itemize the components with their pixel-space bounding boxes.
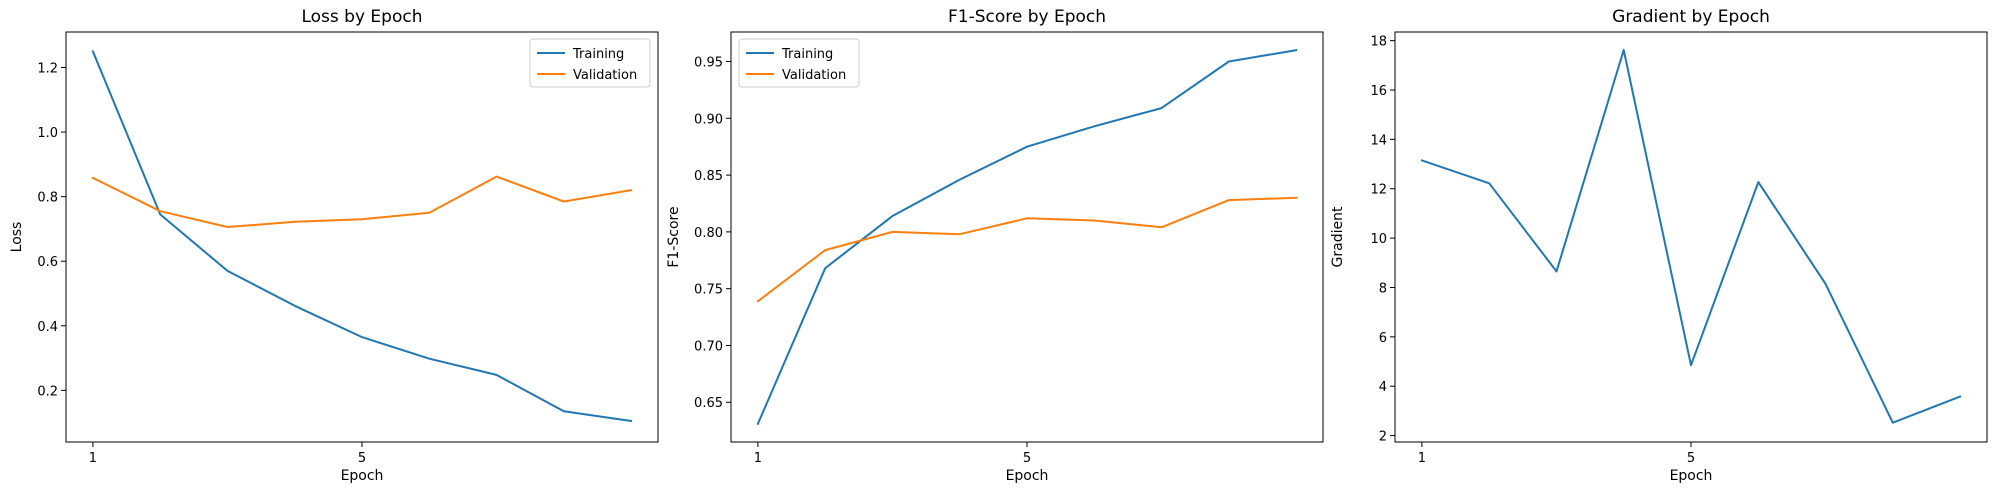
- y-tick-label: 0.70: [694, 339, 723, 354]
- y-tick-label: 0.6: [37, 255, 58, 270]
- y-tick-label: 1.0: [37, 126, 58, 141]
- y-tick-label: 0.90: [694, 112, 723, 127]
- series-line-validation: [756, 196, 1298, 303]
- y-tick-label: 2: [1379, 430, 1387, 445]
- legend-label-training: Training: [781, 47, 833, 62]
- x-tick-label: 5: [358, 451, 366, 466]
- x-tick-label: 5: [1023, 451, 1031, 466]
- plot-frame: [1394, 31, 1988, 443]
- legend-label-validation: Validation: [782, 68, 846, 83]
- y-axis-label: Loss: [9, 222, 25, 253]
- series-line-gradient: [1420, 49, 1962, 424]
- y-tick-label: 0.75: [694, 283, 723, 298]
- y-tick-label: 1.2: [37, 62, 58, 77]
- x-axis-label: Epoch: [341, 468, 384, 484]
- series-line-training: [756, 49, 1298, 426]
- series-line-validation: [91, 175, 633, 228]
- chart-title: Loss by Epoch: [301, 7, 422, 27]
- chart-panel-1: Loss by Epoch 1 5 0.2 0.4 0.6 0.8 1.0 1.2 Epoch Lo…: [9, 7, 659, 484]
- y-tick-label: 16: [1370, 84, 1387, 99]
- x-tick-label: 1: [754, 451, 762, 466]
- x-tick-label: 1: [1418, 451, 1426, 466]
- legend: Training Validation: [738, 38, 860, 88]
- x-tick-label: 5: [1687, 451, 1695, 466]
- x-axis-label: Epoch: [1670, 468, 1713, 484]
- plot-frame: [65, 31, 659, 443]
- chart-panel-3: Gradient by Epoch 1 5 2 4 6 8 10 12 14 16 18 Epoch Gr…: [1330, 7, 1988, 484]
- y-tick-label: 8: [1379, 281, 1387, 296]
- chart-panel-2: F1-Score by Epoch 1 5 0.65 0.70 0.75 0.80 0.85 0…: [666, 7, 1324, 484]
- y-tick-label: 12: [1370, 183, 1387, 198]
- y-tick-label: 0.2: [37, 384, 58, 399]
- chart-title: F1-Score by Epoch: [948, 7, 1106, 27]
- series-line-training: [91, 50, 633, 423]
- y-tick-label: 0.95: [694, 56, 723, 71]
- y-tick-label: 14: [1370, 133, 1387, 148]
- legend-label-validation: Validation: [573, 68, 637, 83]
- plot-frame: [730, 31, 1324, 443]
- legend-label-training: Training: [572, 47, 624, 62]
- y-tick-label: 0.4: [37, 320, 58, 335]
- x-tick-label: 1: [89, 451, 97, 466]
- y-tick-label: 18: [1370, 35, 1387, 50]
- y-tick-label: 0.85: [694, 169, 723, 184]
- y-tick-label: 0.65: [694, 396, 723, 411]
- y-axis-label: F1-Score: [666, 206, 682, 267]
- legend: Training Validation: [529, 38, 651, 88]
- y-tick-label: 0.8: [37, 191, 58, 206]
- y-tick-label: 0.80: [694, 226, 723, 241]
- y-tick-label: 4: [1379, 380, 1387, 395]
- y-axis-label: Gradient: [1330, 206, 1346, 267]
- chart-title: Gradient by Epoch: [1612, 7, 1770, 27]
- y-tick-label: 10: [1370, 232, 1387, 247]
- x-axis-label: Epoch: [1006, 468, 1049, 484]
- y-tick-label: 6: [1379, 331, 1387, 346]
